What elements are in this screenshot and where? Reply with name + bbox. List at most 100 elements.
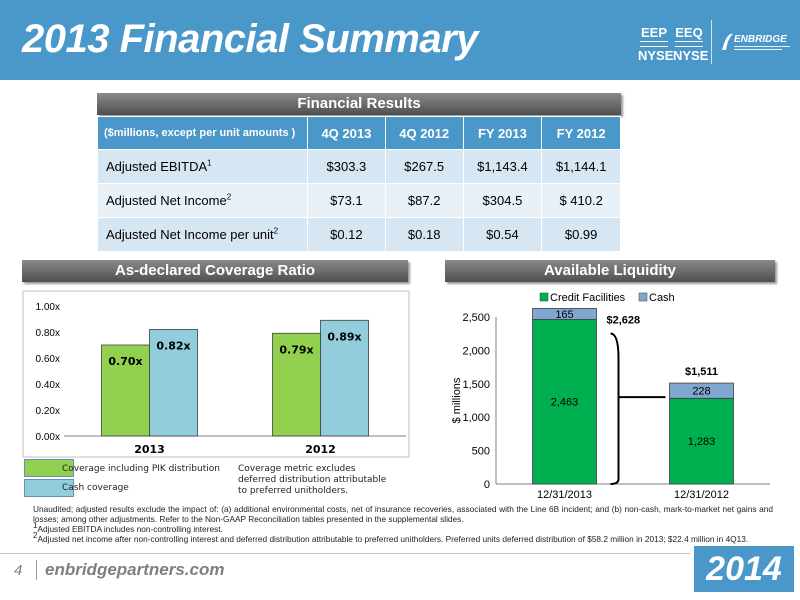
footnote-2: 2Adjusted net income after non-controlli… — [33, 531, 749, 544]
data-label: 0.89x — [327, 330, 361, 343]
data-label: 0.79x — [279, 343, 313, 356]
bar-cash — [532, 308, 597, 320]
bar-cash — [149, 329, 198, 437]
table-cell: $1,144.1 — [541, 149, 621, 184]
data-label: 1,283 — [688, 436, 716, 448]
table-cell: $ 410.2 — [541, 183, 621, 218]
y-tick-label: 0.60x — [36, 354, 60, 365]
y-tick-label: 500 — [472, 446, 490, 458]
table-cell: $0.12 — [307, 217, 386, 252]
page-number: 4 — [14, 562, 23, 579]
row-label: Adjusted Net Income per unit2 — [97, 217, 308, 252]
footer-separator — [36, 560, 37, 580]
bracket — [610, 332, 620, 485]
data-label: 165 — [555, 309, 573, 321]
header-band — [0, 0, 800, 80]
x-tick-label: 12/31/2013 — [537, 489, 592, 501]
x-tick-label: 12/31/2012 — [674, 489, 729, 501]
x-tick-label: 2012 — [305, 443, 336, 456]
coverage-section-header: As-declared Coverage Ratio — [22, 260, 408, 282]
ticker-divider — [640, 41, 668, 47]
legend-swatch-cash — [638, 292, 648, 302]
legend-swatch-pik — [24, 459, 74, 477]
legend-label-pik: Coverage including PIK distribution — [62, 464, 220, 474]
footnote-1: 1Adjusted EBITDA includes non-controllin… — [33, 521, 223, 534]
legend-label-cash: Cash — [649, 292, 675, 304]
legend-swatch-credit — [539, 292, 549, 302]
footnotes: Unaudited; adjusted results exclude the … — [33, 504, 773, 544]
column-header: ($millions, except per unit amounts ) — [97, 116, 308, 150]
logo-wordmark: ENBRIDGE — [734, 34, 787, 45]
data-label: 228 — [692, 386, 710, 398]
table-cell: $304.5 — [462, 183, 543, 218]
y-tick-label: 2,500 — [462, 312, 490, 324]
website-link[interactable]: enbridgepartners.com — [45, 560, 225, 579]
y-tick-label: 1,000 — [462, 412, 490, 424]
ticker-symbol: EEQ — [675, 25, 703, 40]
legend-label-credit: Credit Facilities — [550, 292, 626, 304]
y-tick-label: 0.80x — [36, 328, 60, 339]
table-row: Adjusted Net Income2 $73.1 $87.2 $304.5 … — [97, 183, 621, 218]
total-label: $1,511 — [685, 366, 718, 378]
bar-pik — [272, 332, 321, 437]
data-label: 0.70x — [108, 355, 142, 368]
ticker-exchange: NYSE — [673, 48, 709, 63]
bar-cash — [669, 382, 734, 399]
table-cell: $0.18 — [384, 217, 464, 252]
coverage-note: Coverage metric excludes deferred distri… — [238, 464, 387, 496]
y-tick-label: 1.00x — [36, 302, 60, 313]
y-tick-label: 1,500 — [462, 379, 490, 391]
enbridge-logo: ENBRIDGE — [720, 28, 792, 58]
legend-label-cash: Cash coverage — [62, 483, 129, 493]
row-label: Adjusted Net Income2 — [97, 183, 308, 218]
coverage-chart: 0.00x 0.20x 0.40x 0.60x 0.80x 1.00x 0.70x 0.82x… — [22, 290, 410, 458]
column-header: FY 2012 — [541, 116, 621, 150]
footer-divider — [0, 553, 690, 554]
table-cell: $73.1 — [307, 183, 386, 218]
liquidity-chart: Credit Facilities Cash 0 500 1,000 1,500 2,000… — [451, 292, 770, 501]
enbridge-logo-icon — [722, 33, 733, 50]
y-tick-label: 0 — [484, 479, 490, 491]
data-label: 2,463 — [551, 397, 579, 409]
logo-underline — [734, 49, 782, 50]
logo-underline — [734, 46, 790, 47]
table-row: Adjusted EBITDA1 $303.3 $267.5 $1,143.4 … — [97, 149, 621, 184]
liquidity-section-header: Available Liquidity — [445, 260, 775, 282]
table-cell: $1,143.4 — [462, 149, 543, 184]
bar-cash — [320, 319, 369, 437]
financial-results-table: ($millions, except per unit amounts ) 4Q… — [97, 116, 621, 252]
bar-credit-facilities — [669, 397, 734, 485]
ticker-divider — [675, 41, 703, 47]
data-label: 0.82x — [156, 339, 190, 352]
y-axis-title: $ millions — [451, 377, 463, 423]
ticker-eeq: EEQ NYSE — [673, 25, 709, 63]
table-cell: $87.2 — [384, 183, 464, 218]
ticker-symbol: EEP — [640, 25, 667, 40]
bar-credit-facilities — [532, 319, 597, 485]
y-tick-label: 0.20x — [36, 406, 60, 417]
footnote-main: Unaudited; adjusted results exclude the … — [33, 504, 773, 524]
legend-swatch-cash — [24, 479, 74, 497]
y-tick-label: 0.00x — [36, 432, 60, 443]
table-header-row: ($millions, except per unit amounts ) 4Q… — [97, 116, 621, 150]
bar-pik — [101, 344, 150, 437]
total-label: $2,628 — [607, 314, 641, 326]
table-row: Adjusted Net Income per unit2 $0.12 $0.1… — [97, 217, 621, 252]
header-divider — [711, 20, 712, 64]
table-cell: $0.54 — [462, 217, 543, 252]
ticker-eep: EEP NYSE — [638, 25, 674, 63]
column-header: FY 2013 — [462, 116, 543, 150]
row-label: Adjusted EBITDA1 — [97, 149, 308, 184]
year-badge: 2014 — [694, 546, 794, 592]
table-cell: $303.3 — [307, 149, 386, 184]
y-tick-label: 2,000 — [462, 345, 490, 357]
column-header: 4Q 2012 — [384, 116, 464, 150]
x-tick-label: 2013 — [134, 443, 165, 456]
y-tick-label: 0.40x — [36, 380, 60, 391]
page-title: 2013 Financial Summary — [22, 17, 478, 61]
table-cell: $0.99 — [541, 217, 621, 252]
ticker-exchange: NYSE — [638, 48, 674, 63]
table-cell: $267.5 — [384, 149, 464, 184]
column-header: 4Q 2013 — [307, 116, 386, 150]
financial-results-header: Financial Results — [97, 93, 621, 115]
